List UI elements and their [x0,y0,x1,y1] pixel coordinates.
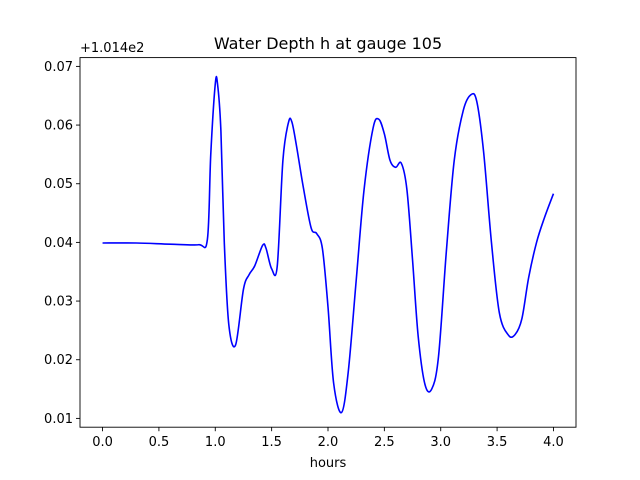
y-tick-label: 0.02 [44,353,73,368]
x-tick-label: 4.0 [543,435,564,450]
x-tick-label: 2.5 [374,435,395,450]
x-axis-label: hours [310,456,347,471]
chart-title: Water Depth h at gauge 105 [214,34,442,53]
x-tick-label: 3.0 [430,435,451,450]
x-tick-label: 1.0 [205,435,226,450]
plot-area: 0.0 0.5 1.0 1.5 2.0 2.5 3.0 3.5 4.0 0.01 0.02 0.03 0… [44,57,577,450]
x-tick-label: 2.0 [318,435,339,450]
y-tick-label: 0.05 [44,177,73,192]
x-tick-label: 1.5 [261,435,282,450]
x-tick-label: 0.5 [149,435,170,450]
y-tick-label: 0.07 [44,60,73,75]
y-tick-label: 0.03 [44,295,73,310]
x-tick-label: 3.5 [487,435,508,450]
y-tick-label: 0.01 [44,412,73,427]
y-axis-offset-label: +1.014e2 [80,41,144,56]
series-line-0 [102,75,555,414]
y-tick-label: 0.06 [44,119,73,134]
x-tick-label: 0.0 [92,435,113,450]
y-tick-label: 0.04 [44,236,73,251]
